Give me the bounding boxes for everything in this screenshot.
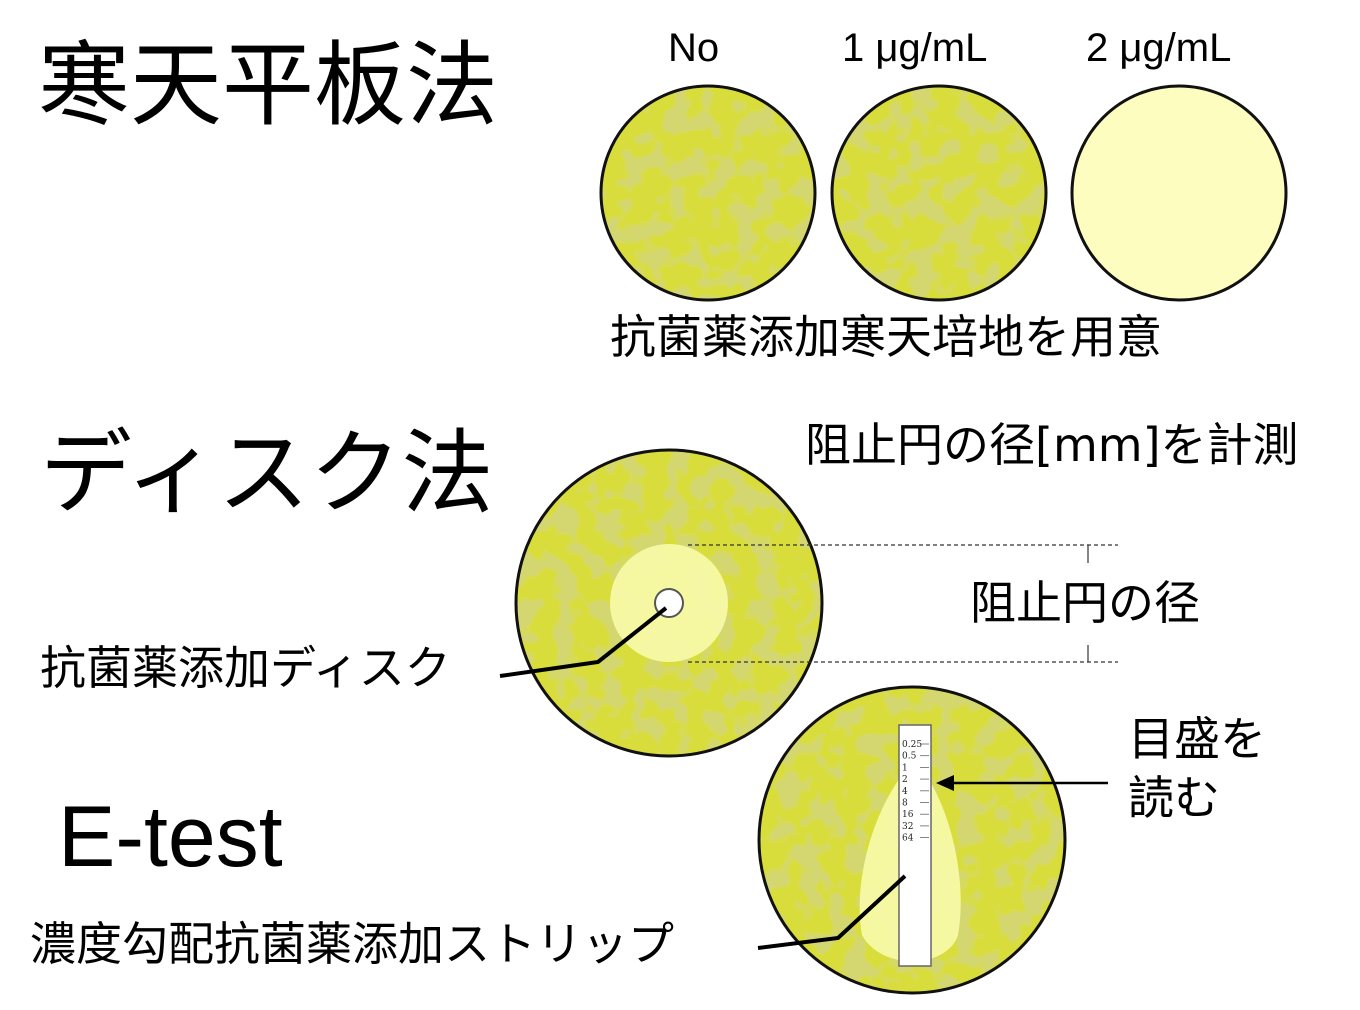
- strip-scale-label: 2: [902, 775, 908, 785]
- strip-label: 濃度勾配抗菌薬添加ストリップ: [30, 917, 674, 971]
- agar-plate-no: [599, 84, 817, 302]
- concentration-label-2ug: 2 μg/mL: [1086, 26, 1232, 70]
- etest-plate: 0.25 0.51 2 4 816 32 64: [757, 685, 1067, 995]
- measure-caption: 阻止円の径[mm]を計測: [805, 418, 1299, 472]
- strip-scale-label: 8: [902, 799, 908, 809]
- agar-caption: 抗菌薬添加寒天培地を用意: [610, 310, 1162, 364]
- disk-pointer-line: [499, 606, 668, 678]
- read-label-line1: 目盛を: [1128, 712, 1266, 766]
- strip-scale-label: 4: [902, 787, 908, 797]
- disk-label: 抗菌薬添加ディスク: [40, 641, 451, 695]
- agar-method-title: 寒天平板法: [38, 32, 499, 139]
- concentration-label-no: No: [668, 26, 720, 70]
- read-arrow: [936, 775, 1108, 791]
- strip-scale-label: 0.5: [902, 752, 917, 762]
- strip-scale-label: 32: [902, 822, 913, 832]
- disk-plate: [514, 448, 824, 758]
- strip-scale-label: 64: [902, 834, 914, 844]
- strip-scale: 0.25 0.51 2 4 816 32 64: [902, 740, 929, 844]
- read-label-line2: 読む: [1128, 771, 1220, 825]
- strip-scale-label: 16: [902, 810, 914, 820]
- diameter-label: 阻止円の径: [970, 576, 1200, 630]
- agar-plate-1ug: [830, 84, 1048, 302]
- strip-scale-label: 0.25: [902, 740, 922, 750]
- strip-pointer-line: [757, 874, 907, 950]
- concentration-label-1ug: 1 μg/mL: [842, 26, 988, 70]
- agar-plate-2ug: [1070, 84, 1288, 302]
- diameter-guides: [688, 544, 1118, 663]
- disk-method-title: ディスク法: [40, 420, 494, 527]
- strip-scale-label: 1: [902, 763, 908, 773]
- etest-strip: [898, 724, 932, 967]
- etest-method-title: E-test: [58, 789, 283, 885]
